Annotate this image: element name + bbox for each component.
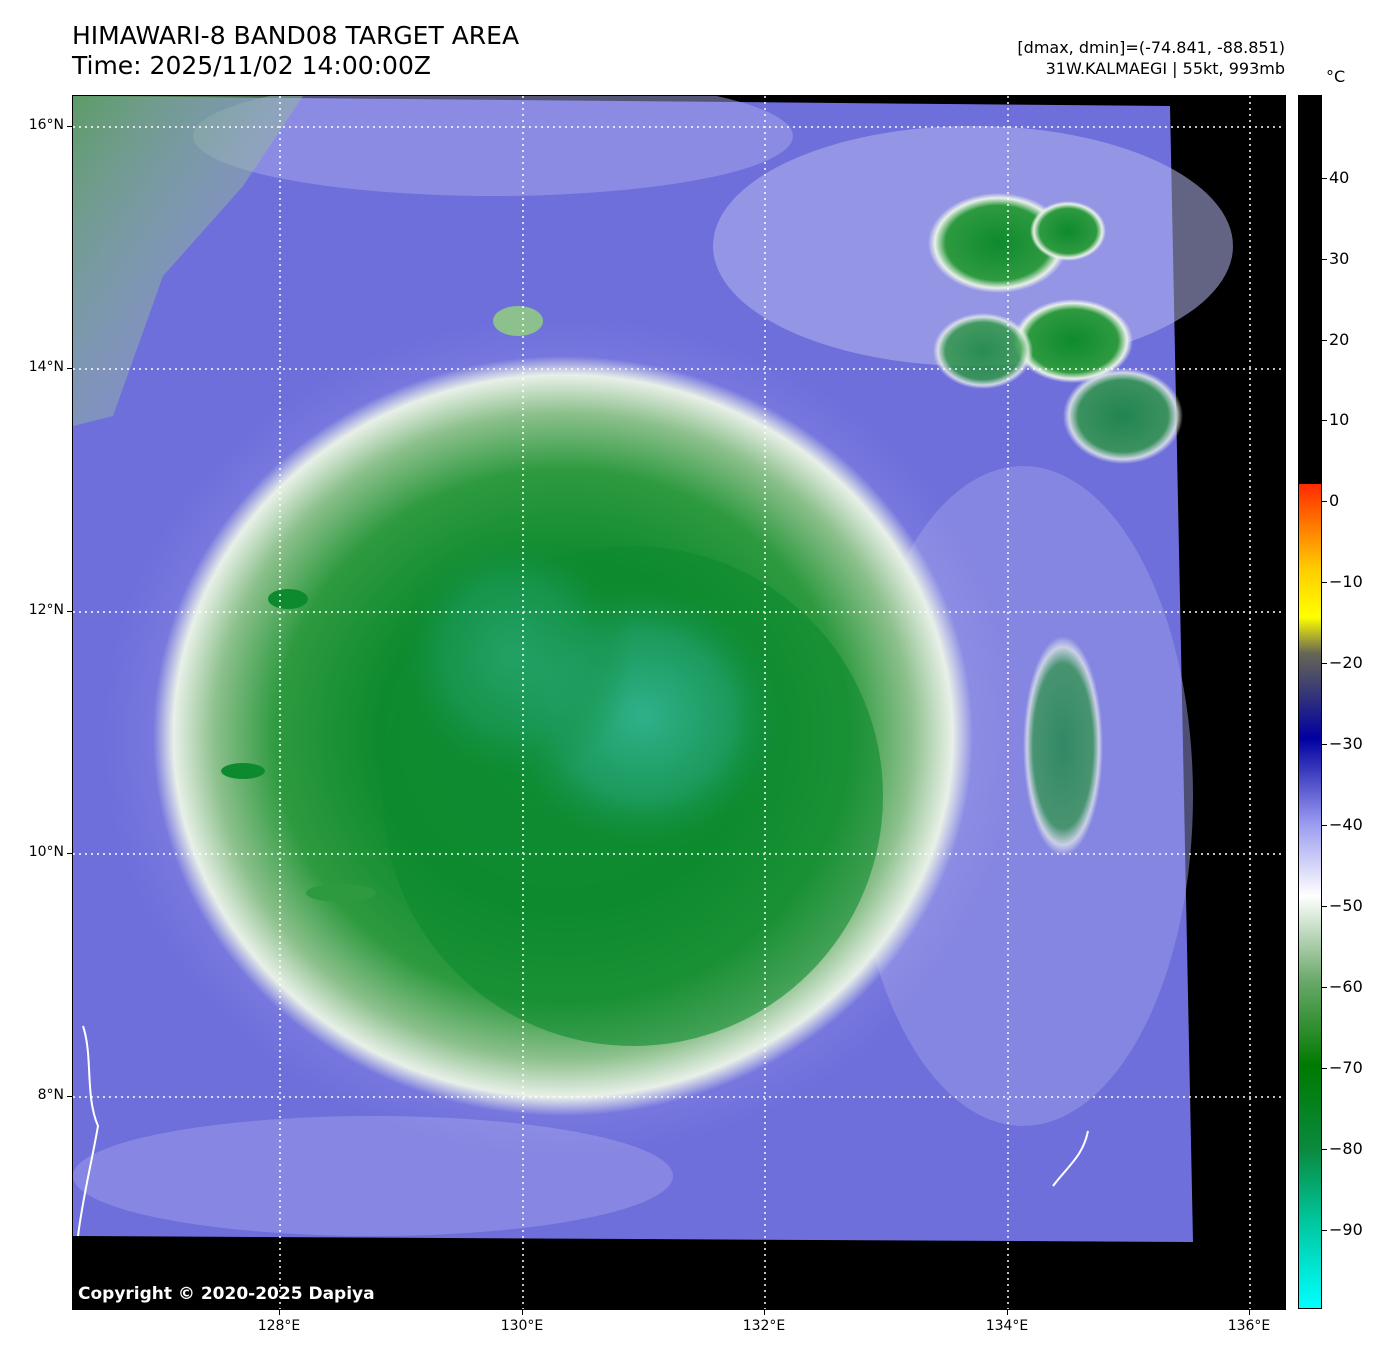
colorbar-label: 40 bbox=[1329, 168, 1350, 187]
lon-label-128e: 128°E bbox=[257, 1318, 301, 1334]
colorbar-label: −30 bbox=[1329, 734, 1363, 753]
colorbar-label: 30 bbox=[1329, 249, 1350, 268]
colorbar-label: −60 bbox=[1329, 977, 1363, 996]
satellite-map: Copyright © 2020-2025 Dapiya bbox=[72, 95, 1286, 1310]
convective-cell bbox=[928, 193, 1068, 293]
lat-label-14n: 14°N bbox=[28, 359, 64, 375]
colorbar-label: −70 bbox=[1329, 1058, 1363, 1077]
temperature-colorbar bbox=[1298, 95, 1322, 1309]
map-grid bbox=[73, 96, 1285, 1309]
colorbar-label: −10 bbox=[1329, 572, 1363, 591]
lon-label-132e: 132°E bbox=[742, 1318, 786, 1334]
storm-info: 31W.KALMAEGI | 55kt, 993mb bbox=[1045, 59, 1285, 78]
chart-title-line2: Time: 2025/11/02 14:00:00Z bbox=[72, 51, 431, 80]
colorbar-unit: °C bbox=[1326, 67, 1346, 86]
copyright-notice: Copyright © 2020-2025 Dapiya bbox=[78, 1284, 375, 1304]
colorbar-label: −40 bbox=[1329, 815, 1363, 834]
dmax-dmin-info: [dmax, dmin]=(-74.841, -88.851) bbox=[1017, 38, 1285, 57]
lat-label-8n: 8°N bbox=[37, 1087, 64, 1103]
lon-label-130e: 130°E bbox=[500, 1318, 544, 1334]
lat-label-12n: 12°N bbox=[28, 602, 64, 618]
colorbar-label: 0 bbox=[1329, 491, 1340, 510]
lon-label-136e: 136°E bbox=[1227, 1318, 1271, 1334]
colorbar-label: −80 bbox=[1329, 1139, 1363, 1158]
lat-label-10n: 10°N bbox=[28, 844, 64, 860]
colorbar-label: −20 bbox=[1329, 653, 1363, 672]
colorbar-label: 20 bbox=[1329, 330, 1350, 349]
colorbar-label: −90 bbox=[1329, 1220, 1363, 1239]
lon-label-134e: 134°E bbox=[985, 1318, 1029, 1334]
colorbar-label: 10 bbox=[1329, 410, 1350, 429]
chart-title-line1: HIMAWARI-8 BAND08 TARGET AREA bbox=[72, 21, 520, 50]
lat-label-16n: 16°N bbox=[28, 117, 64, 133]
colorbar-label: −50 bbox=[1329, 896, 1363, 915]
satellite-imagery bbox=[73, 96, 1285, 1309]
